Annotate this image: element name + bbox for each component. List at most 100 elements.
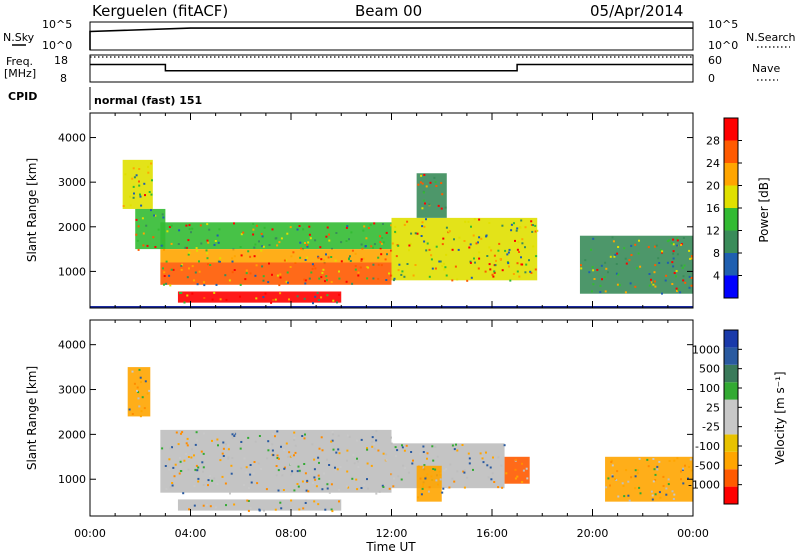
power-speckle <box>142 232 145 235</box>
power-speckle <box>328 233 330 236</box>
power-speckle <box>613 255 616 258</box>
velocity-speckle <box>607 477 610 480</box>
velocity-speckle <box>313 500 316 503</box>
power-speckle <box>180 264 183 267</box>
power-speckle <box>408 244 411 247</box>
power-speckle <box>638 239 640 242</box>
power-speckle <box>286 232 289 235</box>
power-speckle <box>151 179 153 182</box>
power-speckle <box>425 185 428 188</box>
power-speckle <box>345 280 348 283</box>
velocity-speckle <box>428 486 431 489</box>
power-speckle <box>255 264 258 267</box>
power-speckle <box>634 285 637 288</box>
velocity-speckle <box>378 490 381 493</box>
velocity-speckle <box>388 487 391 490</box>
power-speckle <box>214 240 217 242</box>
power-speckle <box>680 264 683 267</box>
power-speckle <box>516 227 519 230</box>
power-speckle <box>213 243 216 246</box>
velocity-speckle <box>209 505 212 508</box>
power-speckle <box>629 282 632 285</box>
velocity-speckle <box>375 430 378 433</box>
velocity-cb-tick-label: -25 <box>702 421 720 434</box>
power-speckle <box>528 259 530 262</box>
velocity-speckle <box>178 472 181 475</box>
velocity-speckle <box>667 483 670 486</box>
velocity-speckle <box>230 464 233 467</box>
power-speckle <box>658 262 661 264</box>
velocity-speckle <box>390 473 393 476</box>
velocity-cb-swatch <box>724 347 738 365</box>
power-speckle <box>211 298 214 301</box>
power-region <box>160 262 392 285</box>
power-speckle <box>422 199 425 202</box>
power-speckle <box>444 206 447 209</box>
velocity-speckle <box>662 475 665 478</box>
noise-strip: N.Sky 10^5 10^0 10^5 10^0 N.Search <box>3 18 796 52</box>
power-speckle <box>617 273 620 276</box>
velocity-speckle <box>179 460 182 463</box>
power-speckle <box>398 263 401 266</box>
power-speckle <box>261 245 264 248</box>
power-speckle <box>304 282 307 285</box>
power-cb-swatch <box>724 208 738 231</box>
velocity-speckle <box>195 431 198 434</box>
power-speckle <box>688 249 691 252</box>
power-speckle <box>488 263 491 266</box>
velocity-speckle <box>240 441 243 443</box>
velocity-speckle <box>652 480 655 483</box>
power-speckle <box>616 283 619 286</box>
velocity-speckle <box>304 433 306 436</box>
velocity-speckle <box>303 437 306 440</box>
power-speckle <box>314 267 317 270</box>
power-speckle <box>160 244 163 247</box>
velocity-cb-tick-label: -1000 <box>688 479 720 492</box>
power-speckle <box>184 246 187 249</box>
velocity-speckle <box>647 465 650 468</box>
power-speckle <box>298 225 301 227</box>
power-speckle <box>489 268 492 271</box>
velocity-speckle <box>466 476 469 479</box>
power-speckle <box>340 241 343 244</box>
velocity-speckle <box>171 482 174 484</box>
velocity-speckle <box>293 438 296 441</box>
nsky-label: N.Sky <box>3 31 35 44</box>
velocity-speckle <box>463 471 466 474</box>
power-speckle <box>390 224 393 227</box>
power-speckle <box>524 226 527 229</box>
power-speckle <box>178 229 181 232</box>
power-speckle <box>154 246 157 248</box>
power-speckle <box>279 273 282 276</box>
power-speckle <box>138 184 141 187</box>
power-speckle <box>439 260 442 263</box>
power-speckle <box>469 243 472 246</box>
velocity-speckle <box>213 477 216 480</box>
power-speckle <box>612 240 615 243</box>
power-speckle <box>668 239 671 242</box>
velocity-speckle <box>140 381 142 384</box>
velocity-speckle <box>337 434 340 437</box>
velocity-speckle <box>257 462 260 465</box>
velocity-speckle <box>481 457 484 460</box>
power-ytick-label: 4000 <box>58 132 86 145</box>
power-region <box>579 235 693 294</box>
power-speckle <box>519 226 522 229</box>
power-ylabel: Slant Range [km] <box>25 158 39 262</box>
velocity-speckle <box>453 480 456 483</box>
power-cb-swatch <box>724 140 738 163</box>
velocity-speckle <box>202 470 204 473</box>
power-speckle <box>244 278 247 281</box>
power-speckle <box>690 277 693 279</box>
power-speckle <box>520 256 522 259</box>
power-speckle <box>205 249 208 252</box>
power-speckle <box>521 238 524 241</box>
velocity-speckle <box>297 485 300 488</box>
power-speckle <box>377 277 380 280</box>
power-speckle <box>591 266 594 269</box>
velocity-speckle <box>296 483 299 485</box>
velocity-speckle <box>227 444 230 447</box>
power-speckle <box>393 277 396 280</box>
velocity-speckle <box>233 432 236 435</box>
velocity-speckle <box>654 473 657 476</box>
